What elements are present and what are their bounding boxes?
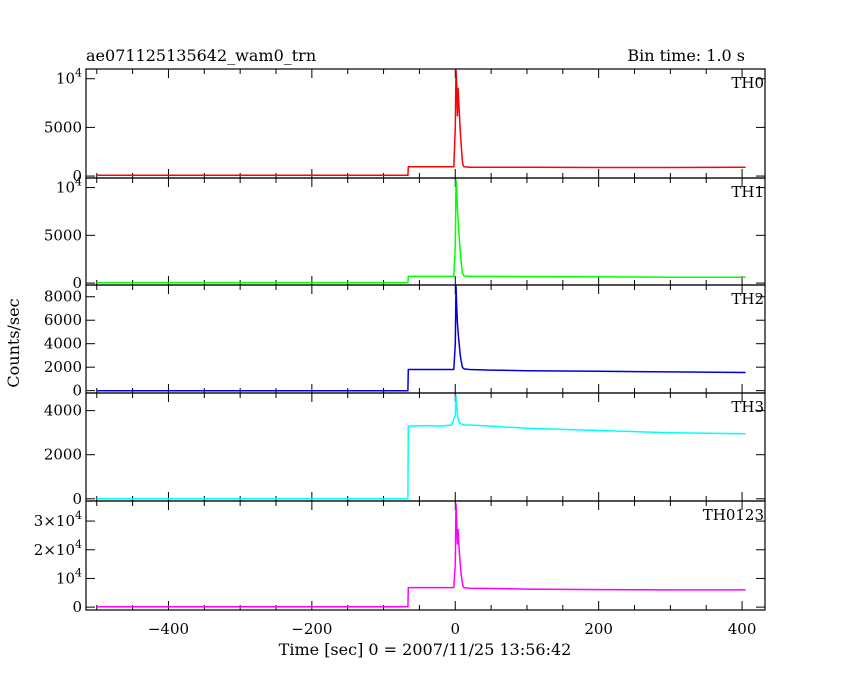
panel-frame <box>85 392 766 502</box>
y-axis-label: Counts/sec <box>4 298 23 387</box>
series-label: TH2 <box>731 290 764 308</box>
y-tick-label: 0 <box>72 167 82 185</box>
y-tick-label: 2000 <box>44 446 82 464</box>
y-tick-label: 5000 <box>44 226 82 244</box>
series-line-th0123 <box>96 503 746 608</box>
x-axis-label: Time [sec] 0 = 2007/11/25 13:56:42 <box>279 640 572 659</box>
series-label: TH3 <box>731 398 764 416</box>
series-line-th3 <box>96 394 746 500</box>
y-tick-label: 3×104 <box>34 509 82 530</box>
y-tick-label: 0 <box>72 490 82 508</box>
panel-frame <box>85 68 766 179</box>
x-tick-label: −200 <box>291 620 332 638</box>
panel-frame <box>85 177 766 286</box>
series-line-th0 <box>96 69 746 177</box>
y-tick-label: 4000 <box>44 402 82 420</box>
y-tick-label: 0 <box>72 598 82 616</box>
y-tick-label: 0 <box>72 274 82 292</box>
series-line-th2 <box>96 285 746 392</box>
x-tick-label: 400 <box>728 620 757 638</box>
y-tick-label: 8000 <box>44 288 82 306</box>
series-label: TH0123 <box>703 506 764 524</box>
y-tick-label: 104 <box>56 67 82 88</box>
y-tick-label: 0 <box>72 382 82 400</box>
x-tick-label: 200 <box>584 620 613 638</box>
chart-title: ae071125135642_wam0_trn <box>86 46 316 65</box>
y-tick-label: 104 <box>56 566 82 587</box>
y-tick-label: 6000 <box>44 311 82 329</box>
y-tick-label: 2×104 <box>34 538 82 559</box>
panel-frame <box>85 500 766 611</box>
y-tick-label: 2000 <box>44 358 82 376</box>
series-label: TH1 <box>731 183 764 201</box>
y-tick-label: 5000 <box>44 118 82 136</box>
x-tick-label: 0 <box>450 620 460 638</box>
y-tick-label: 4000 <box>44 335 82 353</box>
panel-frame <box>85 284 766 394</box>
x-tick-label: −400 <box>148 620 189 638</box>
series-label: TH0 <box>731 74 764 92</box>
bin-time-label: Bin time: 1.0 s <box>627 46 745 65</box>
y-tick-label: 104 <box>56 176 82 197</box>
series-line-th1 <box>96 179 746 284</box>
